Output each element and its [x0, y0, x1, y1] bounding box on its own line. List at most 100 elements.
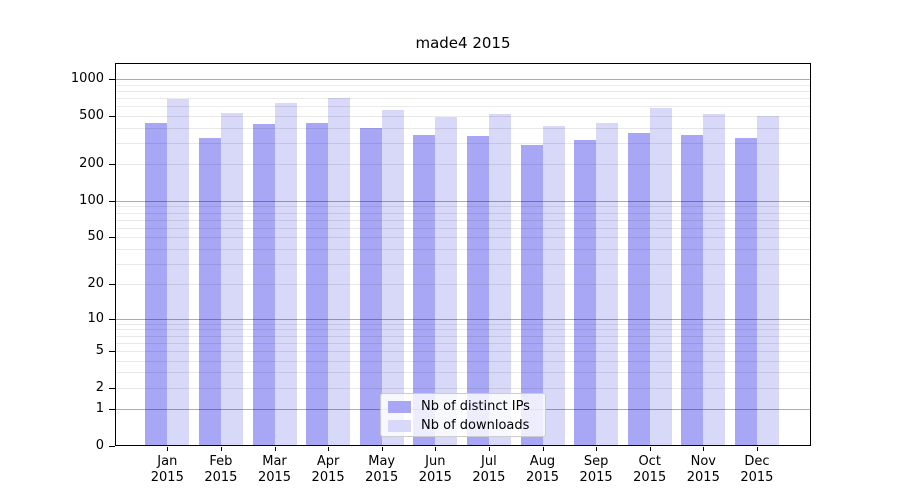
x-axis-tick [381, 447, 383, 451]
y-tick-label: 5 [95, 342, 104, 358]
y-tick-label: 20 [87, 276, 104, 292]
x-tick-label-nov: Nov 2015 [671, 454, 735, 486]
bar-downloads-sep [596, 123, 619, 446]
x-tick-label-sep: Sep 2015 [564, 454, 628, 486]
x-tick-year: 2015 [525, 470, 560, 485]
gridline-minor [115, 387, 811, 389]
bar-downloads-dec [756, 115, 779, 446]
x-tick-month: Sep [583, 454, 609, 469]
y-axis-tick [109, 387, 115, 389]
x-tick-label-jan: Jan 2015 [135, 454, 199, 486]
bar-downloads-oct [649, 107, 672, 446]
x-tick-label-mar: Mar 2015 [243, 454, 307, 486]
x-tick-label-jun: Jun 2015 [403, 454, 467, 486]
y-axis-tick [109, 318, 115, 320]
gridline-minor [115, 206, 811, 208]
x-tick-month: Dec [744, 454, 770, 469]
x-tick-month: Jul [481, 454, 497, 469]
y-tick-label: 1 [95, 401, 104, 417]
x-tick-year: 2015 [740, 470, 774, 485]
x-axis-tick [488, 447, 490, 451]
bar-downloads-mar [274, 103, 297, 446]
x-axis-tick [274, 447, 276, 451]
y-axis-tick [109, 284, 115, 286]
x-axis-tick [328, 447, 330, 451]
bar-distinct-ips-dec [734, 137, 757, 446]
x-tick-year: 2015 [579, 470, 613, 485]
gridline-minor [115, 372, 811, 374]
bar-distinct-ips-jun [413, 134, 436, 446]
x-tick-label-jul: Jul 2015 [457, 454, 521, 486]
gridline-minor [115, 263, 811, 265]
x-axis-tick [435, 447, 437, 451]
x-tick-year: 2015 [204, 470, 238, 485]
y-axis-tick [109, 446, 115, 447]
legend-label-downloads: Nb of downloads [421, 418, 530, 433]
x-tick-month: Jun [425, 454, 446, 469]
y-axis-tick [109, 79, 115, 80]
bar-distinct-ips-may [359, 127, 382, 446]
gridline-minor [115, 164, 811, 166]
legend-label-distinct-ips: Nb of distinct IPs [421, 399, 530, 414]
x-tick-month: May [368, 454, 396, 469]
bar-downloads-apr [328, 98, 351, 446]
gridline-major [115, 200, 811, 202]
bar-distinct-ips-nov [681, 134, 704, 446]
gridline-minor [115, 342, 811, 344]
x-tick-month: Jan [157, 454, 178, 469]
gridline-minor [115, 84, 811, 86]
y-tick-label: 2 [95, 379, 104, 395]
legend-item-downloads: Nb of downloads [381, 416, 545, 435]
bar-distinct-ips-sep [574, 140, 597, 446]
bar-distinct-ips-jan [145, 122, 168, 446]
x-tick-label-feb: Feb 2015 [189, 454, 253, 486]
x-tick-month: Nov [690, 454, 716, 469]
bar-downloads-feb [220, 112, 243, 446]
gridline-minor [115, 329, 811, 331]
gridline-minor [115, 219, 811, 221]
x-tick-year: 2015 [150, 470, 184, 485]
x-tick-year: 2015 [365, 470, 399, 485]
gridline-minor [115, 350, 811, 352]
x-axis-tick [542, 447, 544, 451]
y-tick-label: 10 [87, 310, 104, 326]
gridline-major [115, 79, 811, 80]
x-tick-month: Feb [209, 454, 233, 469]
y-axis-tick [109, 409, 115, 411]
x-tick-label-aug: Aug 2015 [511, 454, 575, 486]
gridline-minor [115, 212, 811, 214]
bar-distinct-ips-mar [252, 124, 275, 446]
y-axis-tick [109, 164, 115, 166]
bar-downloads-jun [435, 116, 458, 446]
y-axis-tick [109, 350, 115, 352]
bar-distinct-ips-aug [520, 144, 543, 446]
gridline-minor [115, 142, 811, 144]
gridline-major [115, 318, 811, 320]
gridline-minor [115, 106, 811, 108]
gridline-minor [115, 360, 811, 362]
bar-downloads-jan [167, 98, 190, 446]
chart-title: made4 2015 [415, 34, 511, 52]
gridline-minor [115, 284, 811, 286]
x-tick-year: 2015 [472, 470, 506, 485]
y-axis-tick [109, 200, 115, 202]
x-axis-tick [167, 447, 169, 451]
x-axis-tick [596, 447, 598, 451]
x-axis-tick [756, 447, 758, 451]
bar-distinct-ips-apr [306, 122, 329, 446]
legend-item-distinct-ips: Nb of distinct IPs [381, 397, 545, 416]
x-tick-year: 2015 [633, 470, 667, 485]
legend: Nb of distinct IPs Nb of downloads [380, 393, 546, 437]
x-tick-year: 2015 [257, 470, 292, 485]
x-axis-tick [703, 447, 705, 451]
gridline-minor [115, 335, 811, 337]
plot-area [115, 63, 811, 446]
y-tick-label: 100 [79, 192, 104, 208]
y-tick-label: 500 [79, 107, 104, 123]
x-axis-tick [649, 447, 651, 451]
y-tick-label: 50 [87, 229, 104, 245]
gridline-minor [115, 127, 811, 129]
gridline-minor [115, 98, 811, 99]
bar-downloads-may [381, 109, 404, 446]
